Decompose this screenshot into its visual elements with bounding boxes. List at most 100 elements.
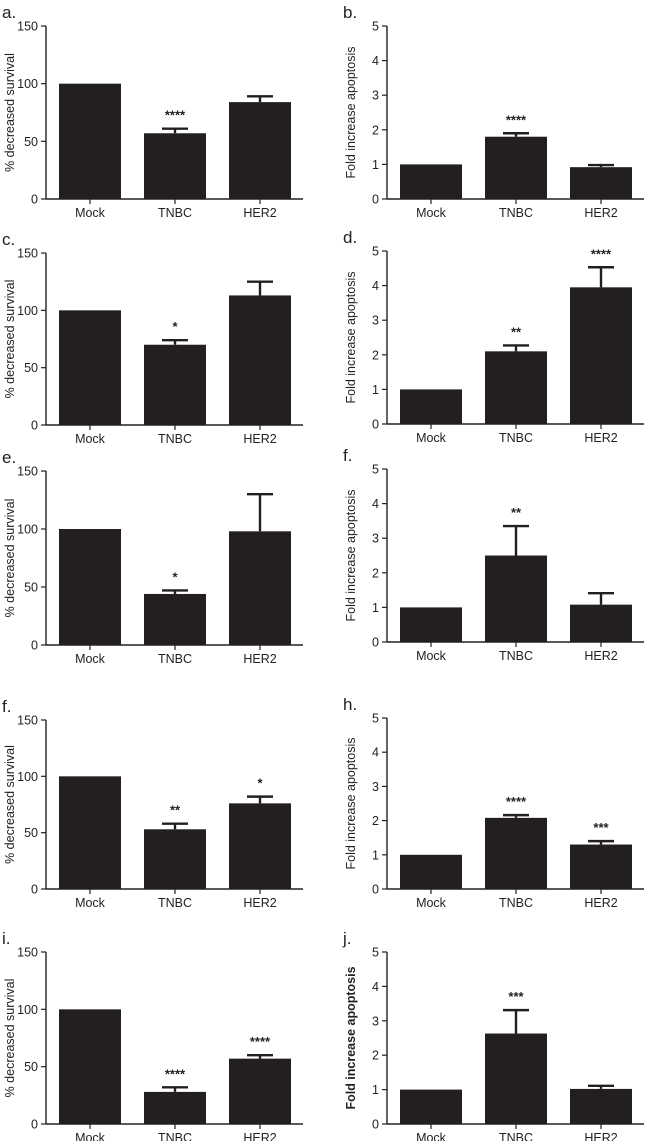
y-tick-label: 1 <box>372 848 379 862</box>
bar-tnbc <box>144 1091 206 1124</box>
y-tick-label: 0 <box>372 193 379 207</box>
y-tick-label: 3 <box>372 780 379 794</box>
y-tick-label: 2 <box>372 1049 379 1063</box>
category-label: TNBC <box>499 431 533 445</box>
category-label: TNBC <box>158 206 192 220</box>
y-axis-title: Fold increase apoptosis <box>344 46 358 178</box>
bar-tnbc <box>485 555 547 642</box>
y-tick-label: 100 <box>17 1003 38 1017</box>
bar-her2 <box>229 295 291 425</box>
category-label: Mock <box>75 206 106 220</box>
y-tick-label: 2 <box>372 123 379 137</box>
category-label: HER2 <box>243 206 276 220</box>
bar-tnbc <box>485 1033 547 1124</box>
category-label: TNBC <box>158 652 192 666</box>
significance-marker: **** <box>165 108 186 123</box>
significance-marker: **** <box>506 112 527 127</box>
category-label: HER2 <box>243 652 276 666</box>
y-tick-label: 50 <box>24 135 38 149</box>
y-tick-label: 5 <box>372 712 379 726</box>
category-label: TNBC <box>499 649 533 663</box>
bar-mock <box>400 607 462 642</box>
y-tick-label: 100 <box>17 523 38 537</box>
category-label: HER2 <box>584 431 617 445</box>
bar-her2 <box>229 102 291 199</box>
significance-marker: * <box>172 319 178 334</box>
bar-tnbc <box>485 817 547 889</box>
bar-her2 <box>229 1058 291 1124</box>
category-label: Mock <box>416 206 447 220</box>
category-label: TNBC <box>158 432 192 446</box>
significance-marker: **** <box>506 794 527 809</box>
y-tick-label: 5 <box>372 946 379 960</box>
bar-tnbc <box>485 136 547 199</box>
bar-mock <box>400 1089 462 1124</box>
bar-her2 <box>229 803 291 889</box>
category-label: Mock <box>75 652 106 666</box>
y-tick-label: 0 <box>372 636 379 650</box>
bar-tnbc <box>144 133 206 199</box>
category-label: Mock <box>416 896 447 910</box>
y-axis-title: Fold increase apoptosis <box>344 271 358 403</box>
panel-label: f. <box>343 446 352 465</box>
y-tick-label: 0 <box>31 883 38 897</box>
category-label: HER2 <box>584 649 617 663</box>
panel-label: f. <box>2 697 11 716</box>
panel-label: i. <box>2 929 11 948</box>
bar-tnbc <box>144 593 206 645</box>
category-label: HER2 <box>584 206 617 220</box>
y-tick-label: 1 <box>372 158 379 172</box>
category-label: HER2 <box>584 896 617 910</box>
bar-mock <box>59 776 121 889</box>
y-tick-label: 3 <box>372 1014 379 1028</box>
y-tick-label: 3 <box>372 532 379 546</box>
category-label: Mock <box>416 431 447 445</box>
y-tick-label: 2 <box>372 814 379 828</box>
y-tick-label: 4 <box>372 54 379 68</box>
significance-marker: **** <box>591 246 612 261</box>
y-tick-label: 150 <box>17 946 38 960</box>
y-tick-label: 100 <box>17 770 38 784</box>
category-label: TNBC <box>499 1131 533 1141</box>
bar-tnbc <box>144 829 206 889</box>
y-tick-label: 3 <box>372 314 379 328</box>
bar-her2 <box>570 844 632 889</box>
y-tick-label: 50 <box>24 826 38 840</box>
category-label: TNBC <box>499 206 533 220</box>
y-tick-label: 0 <box>372 1118 379 1132</box>
bar-mock <box>400 854 462 889</box>
significance-marker: **** <box>250 1034 271 1049</box>
y-axis-title: Fold increase apoptosis <box>344 737 358 869</box>
y-axis-title: % decreased survival <box>3 979 17 1098</box>
significance-marker: ** <box>511 505 522 520</box>
category-label: HER2 <box>584 1131 617 1141</box>
y-tick-label: 0 <box>31 639 38 653</box>
y-tick-label: 0 <box>31 419 38 433</box>
category-label: HER2 <box>243 896 276 910</box>
y-tick-label: 150 <box>17 247 38 261</box>
bar-tnbc <box>485 351 547 424</box>
category-label: HER2 <box>243 432 276 446</box>
y-tick-label: 4 <box>372 746 379 760</box>
category-label: Mock <box>75 1131 106 1141</box>
significance-marker: ** <box>170 803 181 818</box>
bar-her2 <box>570 287 632 424</box>
significance-marker: * <box>172 569 178 584</box>
y-tick-label: 5 <box>372 463 379 477</box>
bar-her2 <box>570 1088 632 1124</box>
y-tick-label: 0 <box>31 1118 38 1132</box>
y-axis-title: Fold increase apoptosis <box>344 966 358 1109</box>
bar-mock <box>59 1009 121 1124</box>
y-tick-label: 1 <box>372 601 379 615</box>
y-tick-label: 100 <box>17 304 38 318</box>
panel-label: b. <box>343 3 357 22</box>
y-tick-label: 4 <box>372 980 379 994</box>
y-tick-label: 2 <box>372 348 379 362</box>
y-tick-label: 2 <box>372 566 379 580</box>
significance-marker: **** <box>165 1066 186 1081</box>
significance-marker: *** <box>508 989 524 1004</box>
panel-label: e. <box>2 448 16 467</box>
y-tick-label: 150 <box>17 714 38 728</box>
